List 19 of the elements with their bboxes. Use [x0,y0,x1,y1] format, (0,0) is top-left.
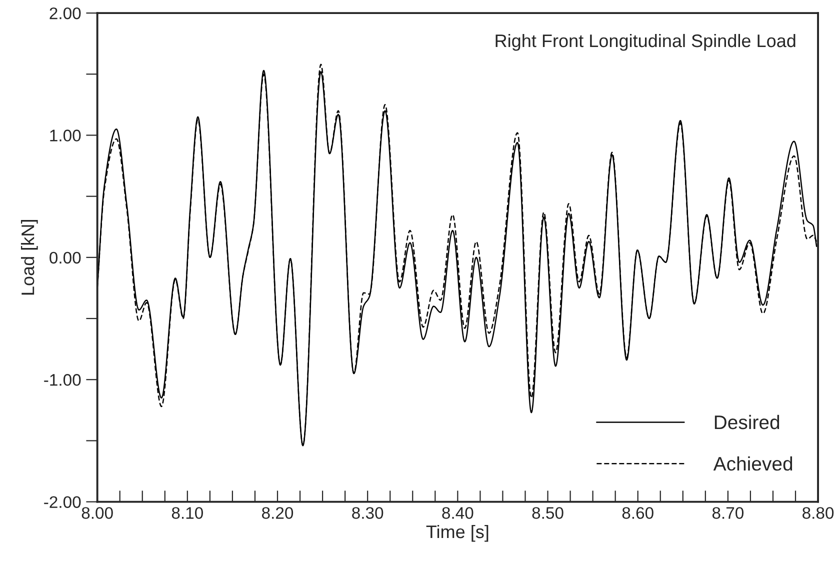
x-tick-label: 8.30 [352,507,384,519]
x-tick-label: 8.60 [622,507,654,519]
y-tick-label: -2.00 [44,496,81,508]
legend-label: Achieved [713,456,792,471]
x-tick-label: 8.40 [442,507,474,519]
x-tick-label: 8.00 [82,507,113,519]
x-tick-label: 8.20 [262,507,294,519]
y-tick-label: 0.00 [50,252,81,264]
legend-label: Desired [714,414,780,430]
y-tick-label: 2.00 [50,7,81,20]
x-tick-label: 8.50 [532,507,564,519]
x-tick-label: 8.10 [172,507,203,519]
x-tick-label: 8.70 [712,507,744,519]
y-axis-title: Load [kN] [20,220,38,295]
y-tick-label: 1.00 [50,130,81,142]
x-axis-title: Time [s] [426,524,488,542]
x-tick-label: 8.80 [802,507,834,519]
y-tick-label: -1.00 [44,374,81,386]
annotation: Right Front Longitudinal Spindle Load [496,34,796,51]
